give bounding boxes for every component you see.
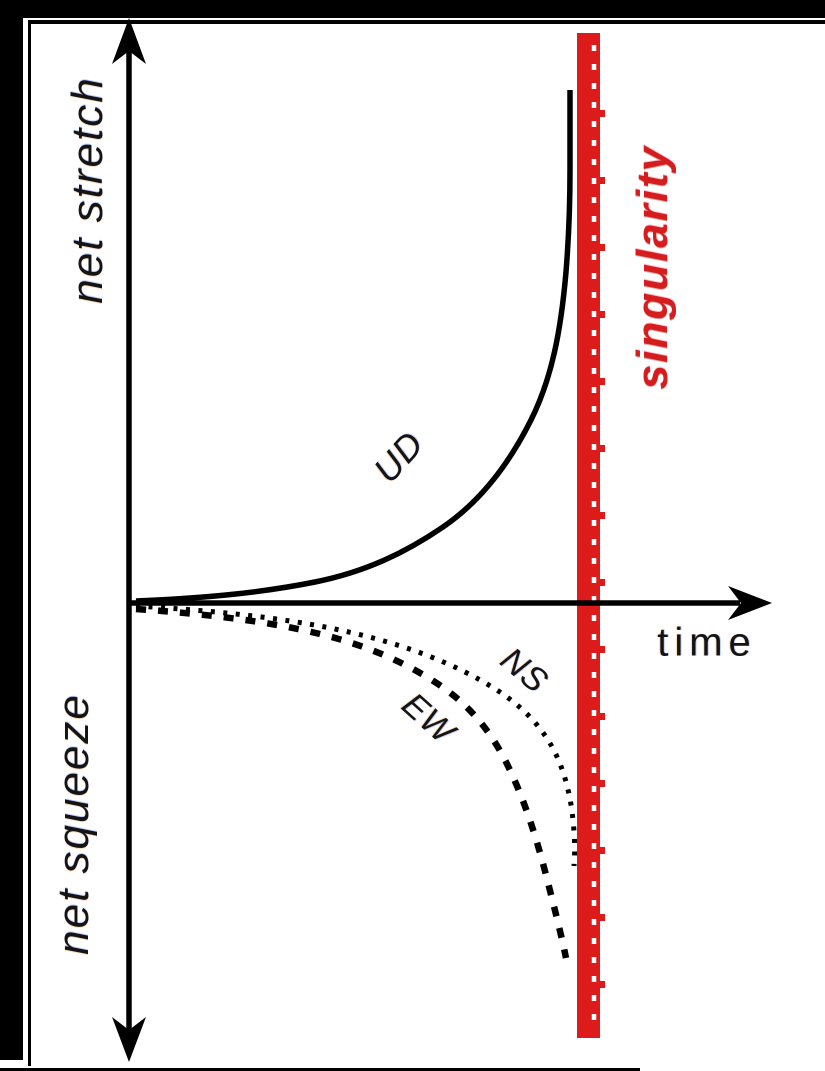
axes bbox=[112, 18, 772, 1062]
frame-line-top bbox=[28, 20, 825, 24]
y-axis-down-arrowhead bbox=[112, 1017, 146, 1062]
y-axis-negative-label: net squeeze bbox=[49, 693, 98, 955]
x-axis-right-arrowhead bbox=[728, 586, 772, 620]
x-axis-label: time bbox=[657, 620, 757, 665]
y-axis-positive-label: net stretch bbox=[63, 76, 112, 304]
frame-line-left bbox=[28, 20, 31, 1066]
top-black-border bbox=[0, 0, 825, 18]
curve-ud bbox=[135, 90, 573, 604]
frame-line-bottom bbox=[0, 1068, 640, 1071]
singularity-bar bbox=[577, 33, 605, 1038]
left-black-border bbox=[0, 0, 23, 1060]
singularity-label: singularity bbox=[628, 144, 677, 390]
y-axis-up-arrowhead bbox=[112, 18, 146, 64]
singularity-bar-rect bbox=[577, 33, 600, 1038]
